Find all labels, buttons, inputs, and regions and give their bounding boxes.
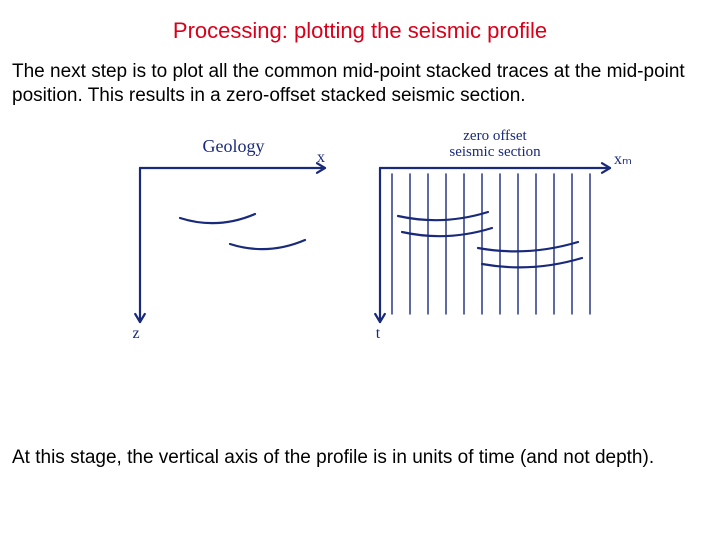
slide-title: Processing: plotting the seismic profile (12, 18, 708, 44)
svg-text:zero offset: zero offset (463, 128, 527, 144)
svg-text:t: t (376, 325, 381, 342)
slide-page: Processing: plotting the seismic profile… (0, 0, 720, 540)
svg-text:z: z (132, 325, 139, 342)
intro-paragraph: The next step is to plot all the common … (12, 60, 708, 108)
seismic-diagram: Geology x z zero offsetseismic section xₘ t (80, 122, 640, 342)
svg-text:xₘ: xₘ (614, 151, 632, 168)
svg-text:Geology: Geology (203, 136, 265, 156)
seismic-diagram-wrap: Geology x z zero offsetseismic section xₘ t (12, 122, 708, 342)
footer-paragraph: At this stage, the vertical axis of the … (12, 446, 708, 470)
slide-title-text: Processing: plotting the seismic profile (173, 18, 547, 43)
svg-text:x: x (317, 149, 325, 166)
svg-text:seismic section: seismic section (449, 144, 541, 160)
